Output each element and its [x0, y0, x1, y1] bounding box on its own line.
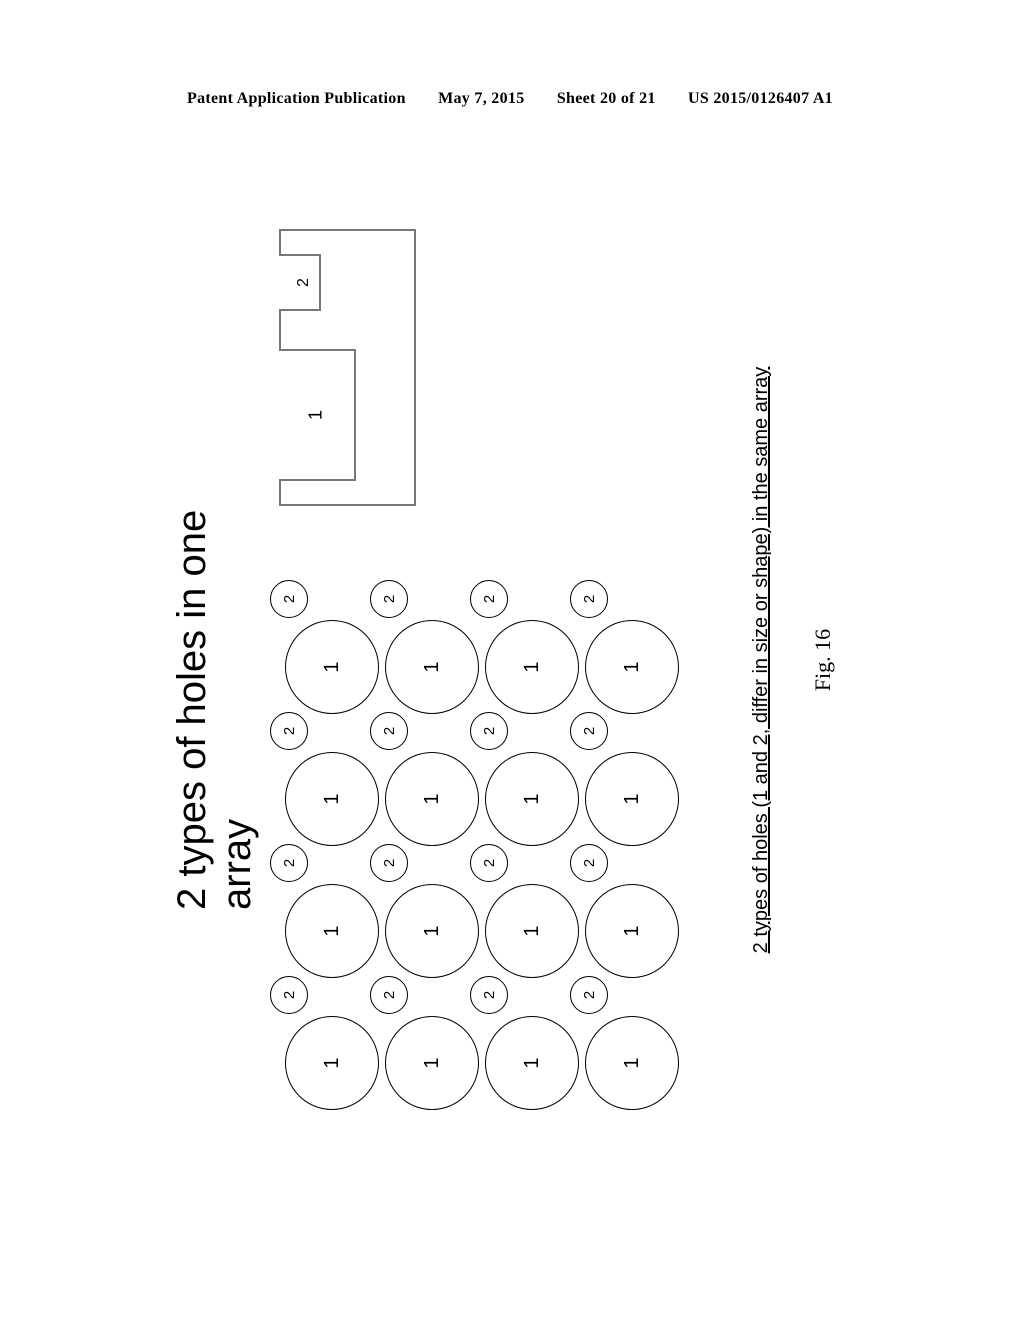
hole-type-2: 2 — [270, 712, 308, 750]
hole-type-2: 2 — [370, 976, 408, 1014]
hole-type-2: 2 — [270, 976, 308, 1014]
hole-type-2: 2 — [270, 580, 308, 618]
hole-type-2: 2 — [470, 844, 508, 882]
hole-type-2: 2 — [470, 712, 508, 750]
svg-text:2: 2 — [295, 278, 312, 287]
hole-type-2: 2 — [370, 844, 408, 882]
hole-type-2: 2 — [370, 712, 408, 750]
hole-type-1: 1 — [385, 752, 479, 846]
header-pub: Patent Application Publication — [187, 90, 406, 108]
header-date: May 7, 2015 — [438, 90, 524, 108]
hole-type-1: 1 — [385, 620, 479, 714]
hole-type-1: 1 — [485, 752, 579, 846]
hole-type-1: 1 — [285, 620, 379, 714]
hole-type-2: 2 — [270, 844, 308, 882]
hole-type-1: 1 — [585, 884, 679, 978]
hole-type-1: 1 — [585, 752, 679, 846]
hole-type-1: 1 — [585, 620, 679, 714]
hole-type-2: 2 — [570, 844, 608, 882]
hole-type-1: 1 — [585, 1016, 679, 1110]
page-header: Patent Application Publication May 7, 20… — [0, 90, 1020, 108]
header-sheet: Sheet 20 of 21 — [557, 90, 656, 108]
hole-type-2: 2 — [470, 580, 508, 618]
hole-array-diagram: 11111111111111112222222222222222 — [270, 580, 690, 1110]
hole-type-1: 1 — [385, 1016, 479, 1110]
header-docnum: US 2015/0126407 A1 — [688, 90, 833, 108]
hole-type-2: 2 — [370, 580, 408, 618]
hole-type-2: 2 — [570, 976, 608, 1014]
hole-type-2: 2 — [470, 976, 508, 1014]
hole-type-1: 1 — [485, 884, 579, 978]
svg-text:1: 1 — [305, 410, 325, 420]
cross-section-diagram: 12 — [275, 220, 430, 510]
hole-type-1: 1 — [285, 1016, 379, 1110]
hole-type-1: 1 — [285, 752, 379, 846]
figure-number: Fig. 16 — [810, 629, 836, 691]
figure-caption: 2 types of holes (1 and 2, differ in siz… — [750, 367, 773, 954]
hole-type-1: 1 — [485, 1016, 579, 1110]
cross-section-svg: 12 — [275, 220, 425, 510]
hole-type-2: 2 — [570, 712, 608, 750]
figure-content: 2 types of holes in one array 1111111111… — [150, 160, 870, 1160]
hole-type-1: 1 — [385, 884, 479, 978]
hole-type-1: 1 — [485, 620, 579, 714]
figure-title: 2 types of holes in one array — [170, 410, 260, 910]
hole-type-2: 2 — [570, 580, 608, 618]
hole-type-1: 1 — [285, 884, 379, 978]
